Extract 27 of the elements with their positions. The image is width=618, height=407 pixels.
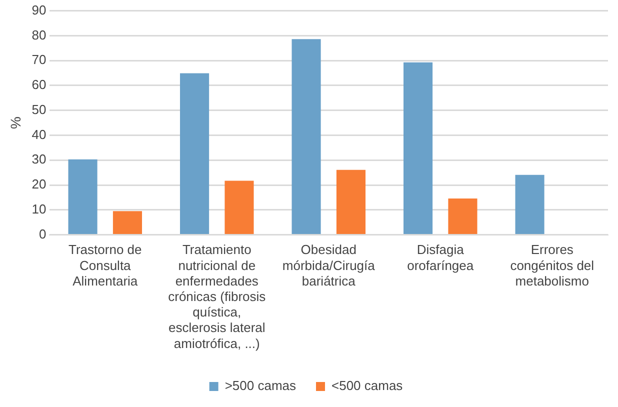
y-tick-label: 40 xyxy=(32,126,46,142)
x-tick-label: Trastorno de Consulta Alimentaria xyxy=(68,242,142,288)
x-tick-label: Disfagia orofaríngea xyxy=(407,242,474,273)
y-tick-label: 10 xyxy=(32,201,46,216)
legend-label: <500 camas xyxy=(332,378,404,394)
y-axis-title: % xyxy=(7,116,24,130)
bar xyxy=(515,174,544,234)
y-tick-label: 30 xyxy=(32,152,46,167)
y-tick-label: 0 xyxy=(39,226,46,242)
bar xyxy=(112,211,142,234)
bar xyxy=(336,170,366,234)
bar xyxy=(448,198,478,234)
y-tick-label: 70 xyxy=(32,52,46,68)
bar xyxy=(68,159,98,234)
y-tick-label: 80 xyxy=(32,27,46,42)
x-tick-label: Tratamiento nutricional de enfermedades crónicas (fibrosis quística, esclerosis lateral amiotrófica, ...) xyxy=(168,242,266,351)
y-tick-label: 60 xyxy=(32,77,46,92)
x-tick-label: Obesidad mórbida/Cirugía bariátrica xyxy=(282,242,376,288)
bar xyxy=(180,73,210,234)
legend-label: >500 camas xyxy=(224,378,296,394)
x-tick-label: Errores congénitos del metabolismo xyxy=(510,242,594,288)
y-tick-label: 50 xyxy=(32,102,46,117)
bar xyxy=(224,180,254,234)
y-tick-label: 20 xyxy=(32,176,46,192)
bar xyxy=(404,62,433,234)
y-tick-label: 90 xyxy=(32,2,46,18)
bar xyxy=(292,39,321,234)
